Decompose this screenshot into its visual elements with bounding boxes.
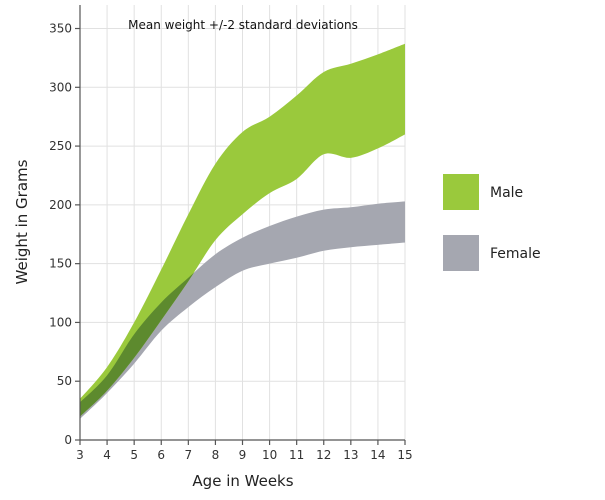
x-axis-title: Age in Weeks (192, 472, 293, 490)
y-tick-label: 200 (49, 198, 72, 212)
series-band-male (80, 43, 405, 417)
y-tick-label: 50 (57, 374, 72, 388)
y-tick-label: 300 (49, 80, 72, 94)
x-tick-label: 12 (316, 448, 331, 462)
y-tick-label: 0 (64, 433, 72, 447)
y-tick-label: 100 (49, 315, 72, 329)
x-tick-label: 13 (343, 448, 358, 462)
y-tick-label: 350 (49, 22, 72, 36)
x-tick-label: 10 (262, 448, 277, 462)
x-tick-label: 8 (212, 448, 220, 462)
plot-area (80, 43, 405, 419)
y-tick-label: 250 (49, 139, 72, 153)
legend-label-female: Female (490, 246, 541, 262)
x-tick-label: 11 (289, 448, 304, 462)
x-tick-label: 4 (103, 448, 111, 462)
x-tick-label: 9 (239, 448, 247, 462)
series-band-female (80, 201, 405, 419)
legend-swatch-male (443, 174, 479, 210)
y-tick-label: 150 (49, 257, 72, 271)
legend: Male Female (443, 174, 541, 271)
y-axis-title: Weight in Grams (13, 159, 31, 284)
x-tick-label: 7 (185, 448, 193, 462)
x-tick-label: 5 (130, 448, 138, 462)
legend-label-male: Male (490, 185, 523, 201)
x-tick-label: 3 (76, 448, 84, 462)
chart-annotation: Mean weight +/-2 standard deviations (128, 18, 358, 32)
legend-swatch-female (443, 235, 479, 271)
x-tick-label: 14 (370, 448, 385, 462)
x-tick-label: 6 (157, 448, 165, 462)
x-tick-label: 15 (397, 448, 412, 462)
